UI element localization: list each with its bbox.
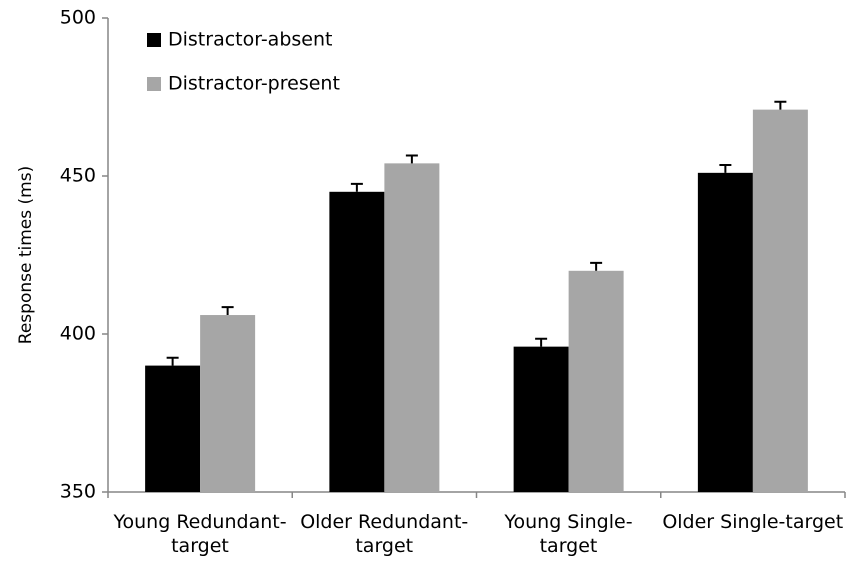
x-tick-label: Older Single-target bbox=[662, 511, 844, 533]
error-bar bbox=[166, 356, 179, 366]
y-axis-label: Response times (ms) bbox=[16, 166, 36, 344]
bar bbox=[513, 346, 569, 492]
y-tick-label: 500 bbox=[60, 7, 96, 29]
bar bbox=[697, 172, 753, 492]
legend-swatch bbox=[147, 77, 161, 91]
legend-label: Distractor-present bbox=[168, 73, 340, 95]
error-bar bbox=[221, 306, 234, 316]
x-tick-label: Young Single-target bbox=[504, 511, 633, 557]
error-bar bbox=[350, 182, 363, 192]
bar bbox=[752, 109, 808, 492]
legend-swatch bbox=[147, 33, 161, 47]
bar bbox=[200, 315, 256, 492]
bar bbox=[384, 163, 440, 493]
legend-label: Distractor-absent bbox=[168, 29, 332, 51]
error-bar bbox=[719, 163, 732, 173]
error-bar bbox=[405, 154, 418, 164]
error-bar bbox=[774, 100, 787, 110]
y-tick-label: 350 bbox=[60, 481, 96, 503]
y-tick-label: 400 bbox=[60, 323, 96, 345]
x-tick-label: Older Redundant-target bbox=[300, 511, 469, 557]
error-bar bbox=[590, 261, 603, 271]
bar bbox=[568, 270, 624, 492]
bar bbox=[329, 191, 385, 493]
y-tick-label: 450 bbox=[60, 165, 96, 187]
x-tick-label: Young Redundant-target bbox=[113, 511, 287, 557]
bar bbox=[145, 365, 201, 492]
error-bar bbox=[535, 337, 548, 347]
